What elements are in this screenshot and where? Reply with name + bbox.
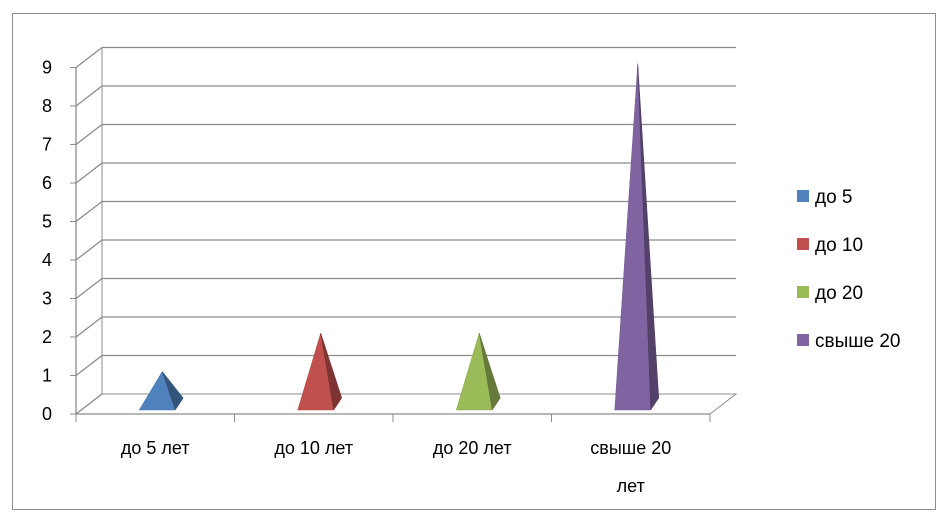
x-tick-label: до 20 лет <box>433 438 512 458</box>
legend: до 5 до 10 до 20 свыше 20 <box>797 187 900 352</box>
axes <box>70 67 711 422</box>
bar-свыше-20 <box>614 63 660 411</box>
legend-item: до 10 <box>797 235 863 256</box>
legend-swatch <box>797 238 809 250</box>
legend-swatch <box>797 334 809 346</box>
chart-frame <box>12 13 936 510</box>
gridline-side <box>75 162 103 184</box>
y-tick-labels: 0 1 2 3 4 5 6 7 8 9 <box>42 58 52 425</box>
bar-side-face <box>162 371 184 411</box>
y-tick-label: 4 <box>42 250 52 270</box>
y-tick-label: 1 <box>42 366 52 386</box>
legend-label: свыше 20 <box>815 331 900 352</box>
gridline-side <box>75 316 103 338</box>
gridline-side <box>75 85 103 107</box>
bar-side-face <box>479 332 501 411</box>
y-tick-label: 8 <box>42 96 52 116</box>
legend-label: до 10 <box>815 235 863 256</box>
legend-label: до 5 <box>815 187 853 208</box>
bar-side-face <box>637 63 660 411</box>
bars <box>138 63 660 411</box>
y-tick-label: 2 <box>42 327 52 347</box>
y-tick-label: 5 <box>42 212 52 232</box>
gridline-side <box>75 393 103 415</box>
legend-item: до 20 <box>797 283 863 304</box>
x-tick-label: до 5 лет <box>121 438 190 458</box>
y-tick-label: 0 <box>42 404 52 424</box>
gridline-side <box>75 239 103 261</box>
legend-item: свыше 20 <box>797 331 900 352</box>
gridline-side <box>75 200 103 223</box>
bar-до-10 <box>297 332 343 411</box>
gridline-side <box>75 123 103 146</box>
bar-до-20 <box>455 332 501 411</box>
bar-до-5 <box>138 370 184 411</box>
x-tick-label: свыше 20 лет <box>590 438 671 496</box>
gridline-side <box>75 354 103 377</box>
gridline-side <box>75 277 103 300</box>
legend-swatch <box>797 190 809 202</box>
legend-item: до 5 <box>797 187 853 208</box>
y-tick-label: 7 <box>42 135 52 155</box>
bar-side-face <box>320 332 343 411</box>
category-labels: до 5 лет до 10 лет до 20 лет свыше 20 лет <box>121 438 671 496</box>
gridline-side <box>75 46 103 69</box>
x-tick-label: до 10 лет <box>274 438 353 458</box>
y-tick-label: 6 <box>42 173 52 193</box>
y-tick-label: 9 <box>42 58 52 78</box>
legend-swatch <box>797 286 809 298</box>
legend-label: до 20 <box>815 283 863 304</box>
y-tick-label: 3 <box>42 289 52 309</box>
